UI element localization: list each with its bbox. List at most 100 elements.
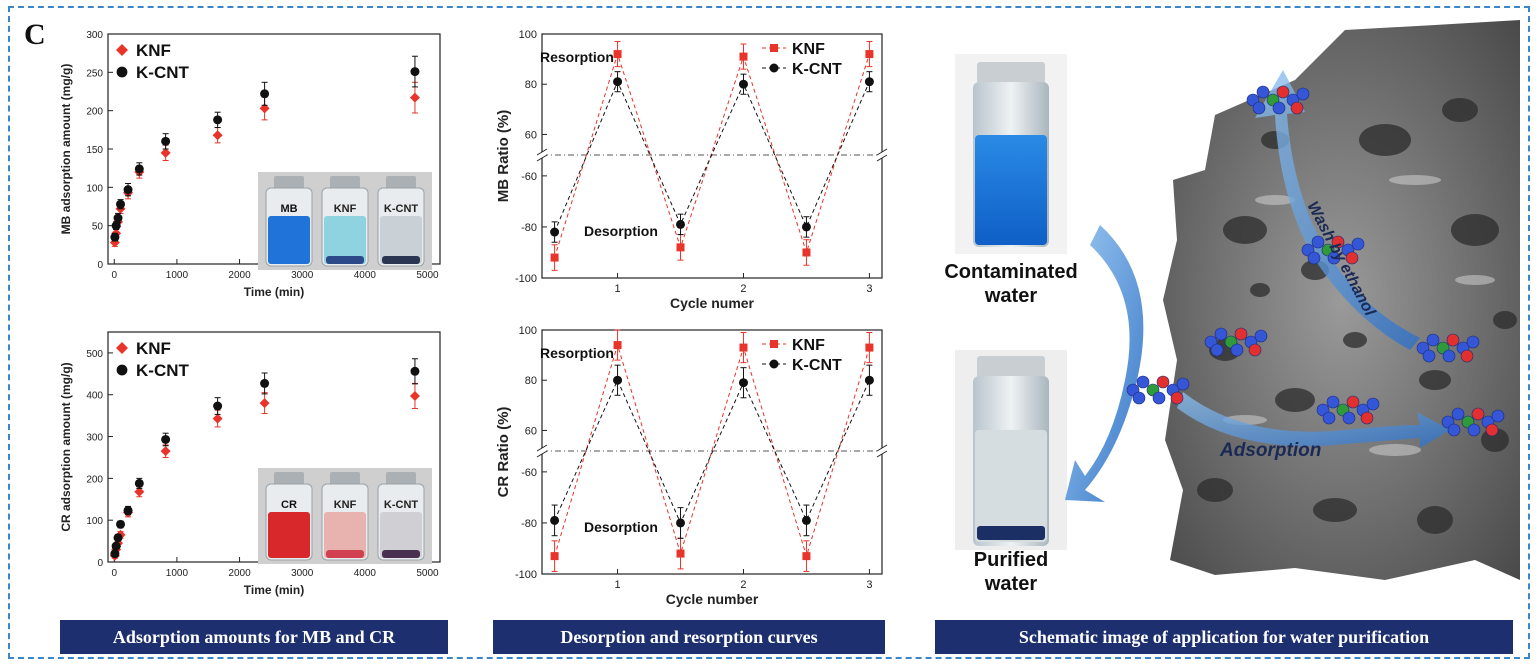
knf-point bbox=[259, 103, 270, 114]
legend-knf-label: KNF bbox=[792, 337, 825, 354]
molecule-atom bbox=[1156, 375, 1170, 389]
contaminated-water-vial bbox=[955, 54, 1067, 254]
molecule-atom bbox=[1326, 395, 1340, 409]
vial-label: CR bbox=[281, 499, 297, 511]
legend-knf-label: KNF bbox=[136, 41, 171, 60]
k-cnt-point bbox=[113, 533, 123, 543]
k-cnt-point bbox=[161, 136, 171, 146]
vial-sediment bbox=[270, 550, 308, 558]
knf-point bbox=[739, 52, 748, 61]
knf-point bbox=[676, 243, 685, 252]
contaminated-label-2: water bbox=[984, 285, 1037, 307]
vial-liquid bbox=[380, 216, 422, 264]
annotation-desorption: Desorption bbox=[584, 519, 658, 535]
y-tick-label: 100 bbox=[519, 29, 537, 41]
k-cnt-point bbox=[801, 515, 811, 525]
y-axis-label: CR Ratio (%) bbox=[495, 407, 512, 498]
sem-sponge-image bbox=[1163, 20, 1520, 580]
purification-arrow bbox=[1065, 225, 1144, 502]
figure-frame bbox=[8, 6, 1530, 659]
knf-point bbox=[212, 130, 223, 141]
y-tick-label: 300 bbox=[86, 30, 103, 41]
axis-break-gap bbox=[538, 448, 546, 454]
dye-molecule bbox=[1204, 327, 1268, 357]
y-tick-label: 250 bbox=[86, 68, 103, 79]
vial-cap bbox=[274, 176, 304, 190]
legend-k-cnt-marker bbox=[769, 63, 779, 73]
y-axis-label: MB adsorption amount (mg/g) bbox=[59, 64, 73, 235]
molecule-atom bbox=[1307, 251, 1321, 265]
y-tick-label: 50 bbox=[92, 222, 104, 233]
dye-molecule bbox=[1126, 375, 1190, 405]
y-tick-label: 150 bbox=[86, 145, 103, 156]
k-cnt-point bbox=[213, 115, 223, 125]
knf-point bbox=[739, 343, 748, 352]
k-cnt-line bbox=[554, 378, 870, 525]
molecule-atom bbox=[1210, 343, 1224, 357]
molecule-atom bbox=[1234, 327, 1248, 341]
dye-molecule bbox=[1441, 407, 1505, 437]
k-cnt-point bbox=[111, 221, 121, 231]
knf-point bbox=[550, 253, 559, 262]
x-tick-label: 3 bbox=[866, 283, 872, 295]
axis-break-mark bbox=[536, 148, 548, 156]
k-cnt-point bbox=[550, 227, 560, 237]
knf-point bbox=[613, 341, 622, 350]
y-tick-label: 80 bbox=[525, 375, 537, 387]
x-tick-label: 1000 bbox=[166, 568, 189, 579]
y-tick-label: 60 bbox=[525, 425, 537, 437]
knf-line bbox=[554, 343, 870, 558]
x-tick-label: 2000 bbox=[228, 568, 251, 579]
k-cnt-point bbox=[116, 519, 126, 529]
panel-label: C bbox=[24, 18, 46, 51]
vial-label: KNF bbox=[334, 499, 357, 511]
legend-knf-marker bbox=[116, 44, 128, 56]
y-tick-label: 300 bbox=[86, 433, 103, 444]
legend-k-cnt-marker bbox=[769, 359, 779, 369]
molecule-atom bbox=[1272, 101, 1286, 115]
vial-liquid bbox=[324, 216, 366, 264]
molecule-atom bbox=[1451, 407, 1465, 421]
molecule-atom bbox=[1426, 333, 1440, 347]
knf-point bbox=[409, 390, 420, 401]
x-tick-label: 1 bbox=[614, 283, 620, 295]
vial-sediment bbox=[382, 256, 420, 264]
x-tick-label: 3000 bbox=[291, 270, 314, 281]
y-tick-label: -60 bbox=[521, 467, 537, 479]
k-cnt-point bbox=[613, 77, 623, 87]
knf-point bbox=[212, 413, 223, 424]
annotation-resorption: Resorption bbox=[540, 345, 614, 361]
x-axis-label: Cycle number bbox=[666, 591, 759, 607]
k-cnt-point bbox=[116, 199, 126, 209]
molecule-atom bbox=[1366, 397, 1380, 411]
k-cnt-point bbox=[613, 375, 623, 385]
legend-knf-marker bbox=[116, 342, 128, 354]
knf-point bbox=[802, 248, 811, 257]
vial-cap bbox=[274, 472, 304, 486]
molecule-atom bbox=[1322, 411, 1336, 425]
y-tick-label: 80 bbox=[525, 79, 537, 91]
y-tick-label: -100 bbox=[515, 569, 537, 581]
molecule-atom bbox=[1346, 395, 1360, 409]
axis-break-mark bbox=[536, 444, 548, 452]
x-tick-label: 4000 bbox=[354, 270, 377, 281]
cr-adsorption-chart: 0 1000 2000 3000 4000 5000 0 100 200 300 400 500 Tim… bbox=[59, 331, 441, 597]
k-cnt-point bbox=[213, 401, 223, 411]
molecule-atom bbox=[1345, 251, 1359, 265]
axis-break-mark bbox=[876, 148, 888, 156]
molecule-atom bbox=[1327, 251, 1341, 265]
k-cnt-point bbox=[123, 185, 133, 195]
molecule-atom bbox=[1360, 411, 1374, 425]
k-cnt-point bbox=[113, 213, 123, 223]
mb-vials-inset: MB KNF K-CNT bbox=[258, 172, 432, 270]
molecule-atom bbox=[1447, 423, 1461, 437]
x-tick-label: 3 bbox=[866, 579, 872, 591]
x-axis-label: Cycle numer bbox=[670, 295, 755, 311]
y-tick-label: -60 bbox=[521, 171, 537, 183]
k-cnt-point bbox=[123, 506, 133, 516]
adsorption-label: Adsorption bbox=[1219, 440, 1321, 461]
vial-label: K-CNT bbox=[384, 203, 418, 215]
caption-schematic: Schematic image of application for water… bbox=[935, 620, 1513, 654]
vial-sediment bbox=[270, 256, 308, 264]
k-cnt-point bbox=[161, 434, 171, 444]
